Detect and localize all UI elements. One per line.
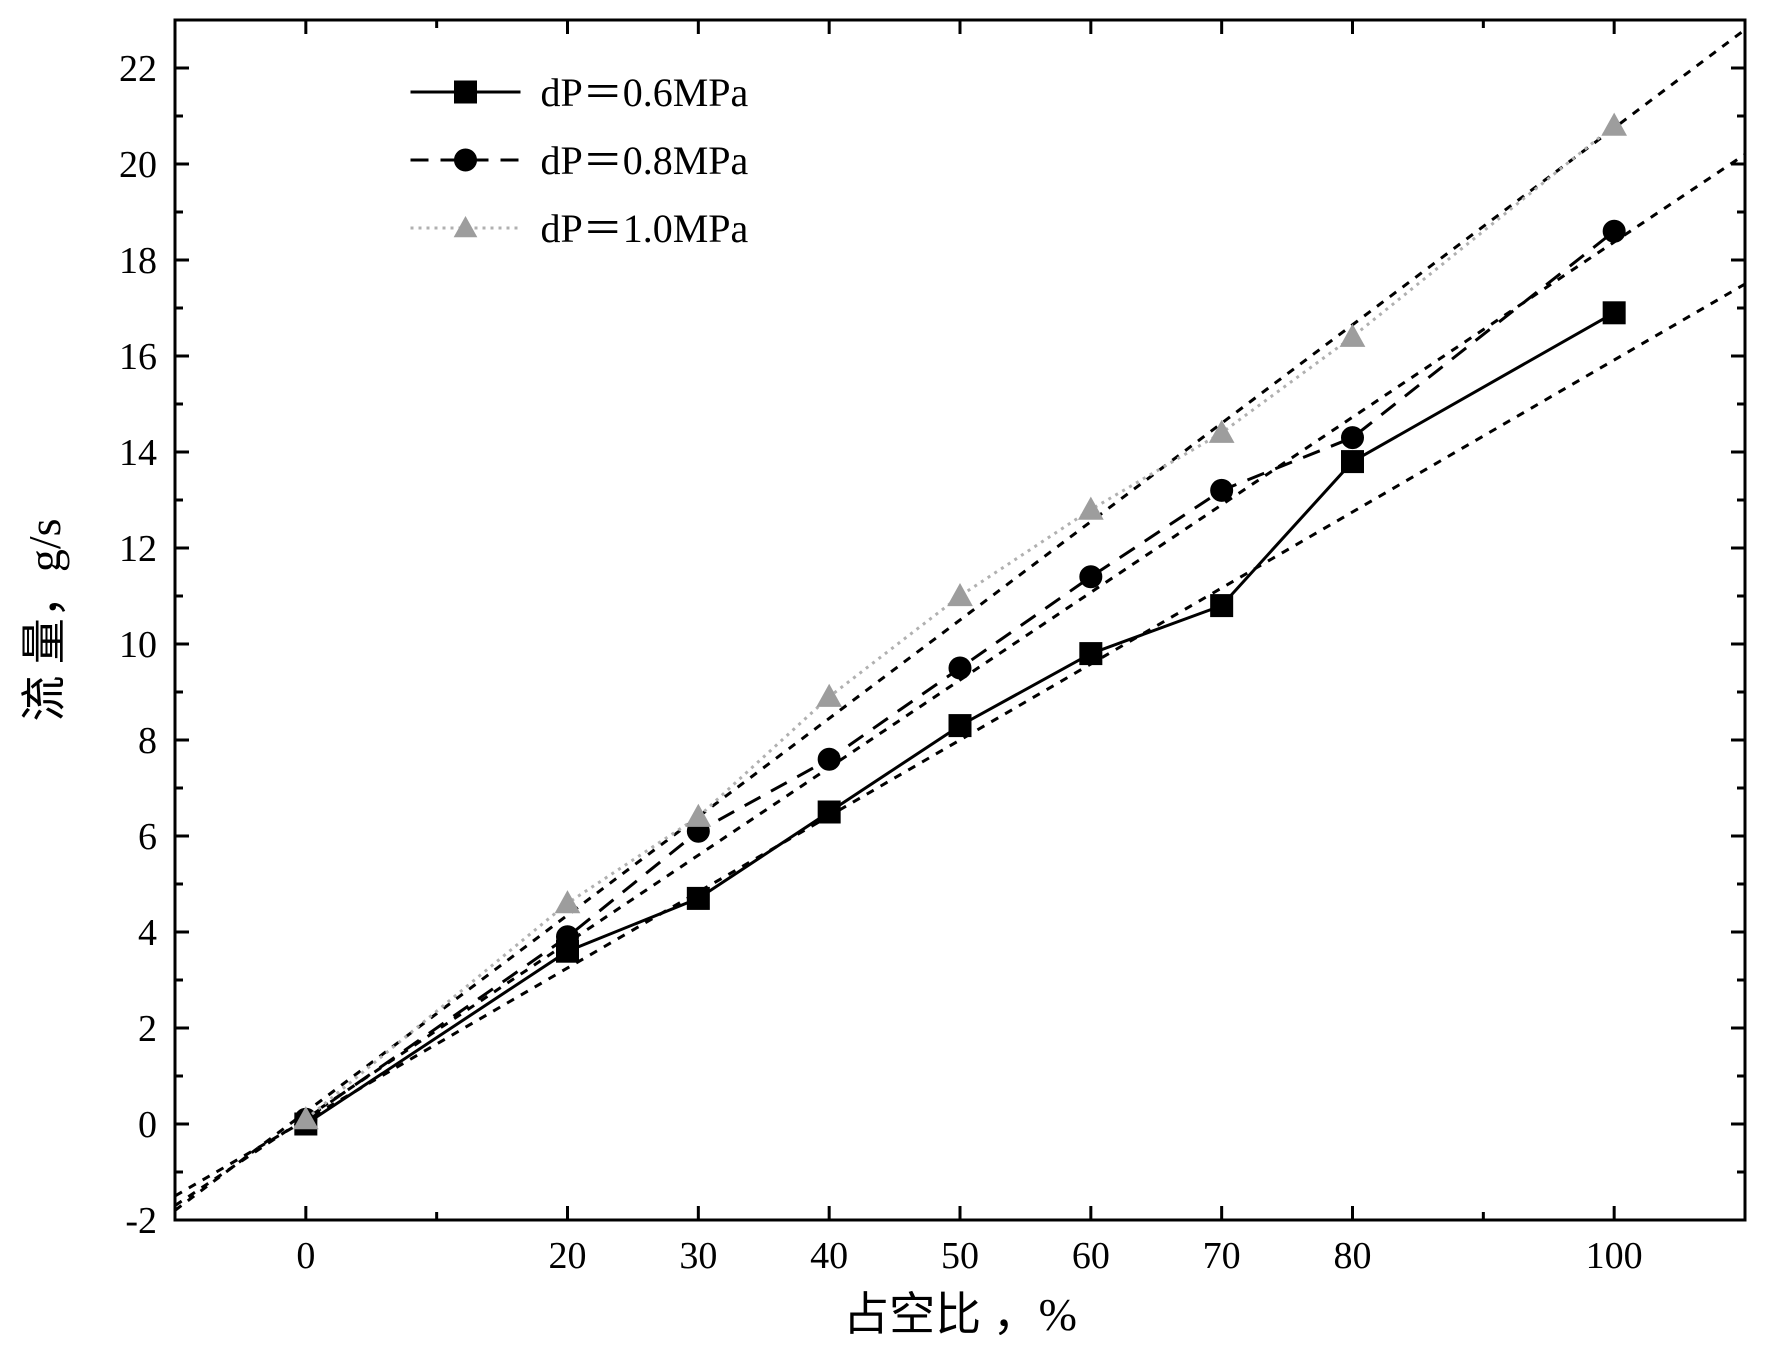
marker-square — [818, 801, 840, 823]
y-tick-label: 20 — [119, 144, 157, 186]
marker-circle — [949, 657, 971, 679]
marker-circle — [1603, 220, 1625, 242]
line-chart: 0 20 30 40 50 60 70 80 100 -2 0 2 4 6 8 10 12 14 16 18 20 22 占… — [0, 0, 1777, 1349]
x-tick-label: 100 — [1586, 1235, 1643, 1277]
x-tick-label: 50 — [941, 1235, 979, 1277]
legend-label-dp06: dP＝0.6MPa — [541, 70, 749, 115]
marker-square — [687, 887, 709, 909]
marker-square — [1342, 451, 1364, 473]
y-tick-label: 12 — [119, 528, 157, 570]
legend-label-dp10: dP＝1.0MPa — [541, 206, 749, 251]
y-tick-label: 18 — [119, 240, 157, 282]
marker-square — [1211, 595, 1233, 617]
chart-container: 0 20 30 40 50 60 70 80 100 -2 0 2 4 6 8 10 12 14 16 18 20 22 占… — [0, 0, 1777, 1349]
marker-square — [455, 81, 477, 103]
marker-square — [1080, 643, 1102, 665]
x-tick-label: 70 — [1203, 1235, 1241, 1277]
x-tick-label: 80 — [1334, 1235, 1372, 1277]
legend-label-dp08: dP＝0.8MPa — [541, 138, 749, 183]
marker-circle — [818, 748, 840, 770]
marker-circle — [455, 149, 477, 171]
y-tick-label: 0 — [138, 1104, 157, 1146]
y-tick-label: 22 — [119, 48, 157, 90]
y-tick-label: 8 — [138, 720, 157, 762]
y-tick-label: 16 — [119, 336, 157, 378]
x-tick-label: 40 — [810, 1235, 848, 1277]
y-tick-label: 6 — [138, 816, 157, 858]
marker-square — [949, 715, 971, 737]
y-tick-label: 14 — [119, 432, 157, 474]
x-tick-label: 20 — [549, 1235, 587, 1277]
marker-circle — [1342, 427, 1364, 449]
x-tick-label: 0 — [296, 1235, 315, 1277]
x-tick-label: 60 — [1072, 1235, 1110, 1277]
chart-background — [0, 0, 1777, 1349]
y-axis-title: 流 量，g/s — [19, 518, 70, 721]
y-tick-label: 4 — [138, 912, 157, 954]
legend: dP＝0.6MPa dP＝0.8MPa dP＝1.0MPa — [411, 70, 749, 251]
y-tick-label: -2 — [125, 1200, 157, 1242]
x-tick-label: 30 — [679, 1235, 717, 1277]
marker-square — [1603, 302, 1625, 324]
y-tick-label: 2 — [138, 1008, 157, 1050]
marker-circle — [557, 926, 579, 948]
y-tick-label: 10 — [119, 624, 157, 666]
marker-circle — [1211, 479, 1233, 501]
marker-circle — [1080, 566, 1102, 588]
x-axis-title: 占空比 ，% — [843, 1289, 1077, 1340]
